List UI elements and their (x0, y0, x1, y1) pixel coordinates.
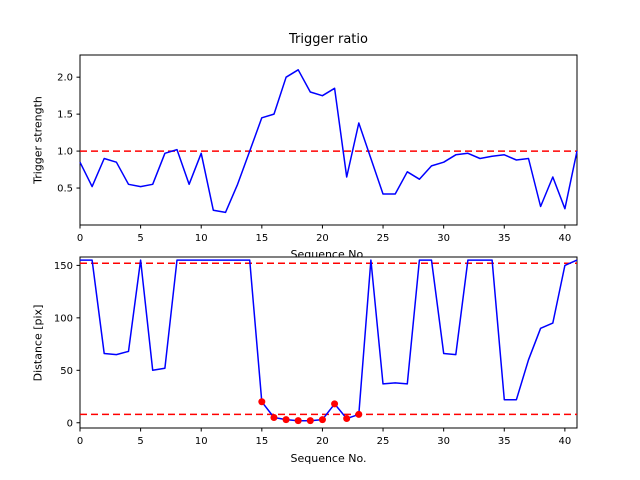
tick-labels: 0 5 10 15 20 25 30 35 40 0.5 1.0 1.5 2.0 (57, 73, 571, 244)
trigger-point (343, 415, 351, 423)
x-tick-label: 40 (559, 436, 572, 447)
trigger-point (294, 417, 302, 425)
trigger-point (282, 416, 290, 424)
axes-frame (79, 256, 578, 429)
y-tick-label: 150 (54, 261, 73, 272)
x-tick-label: 15 (255, 436, 268, 447)
x-tick-label: 5 (137, 436, 143, 447)
x-tick-label: 0 (77, 233, 83, 244)
x-tick-label: 25 (377, 233, 390, 244)
x-tick-label: 30 (437, 436, 450, 447)
x-tick-label: 15 (255, 233, 268, 244)
trigger-point (355, 410, 363, 418)
distance-line (80, 259, 578, 422)
x-tick-label: 10 (195, 233, 208, 244)
x-tick-label: 35 (498, 233, 511, 244)
trigger-ratio-plot: 0 5 10 15 20 25 30 35 40 0.5 1.0 1.5 2.0 (57, 54, 578, 244)
trigger-point (270, 414, 278, 422)
y-tick-label: 50 (60, 366, 73, 377)
x-tick-label: 25 (377, 436, 390, 447)
y-tick-label: 1.0 (57, 147, 73, 158)
tick-labels: 0 5 10 15 20 25 30 35 40 0 50 100 150 (54, 261, 571, 447)
top-xlabel: Sequence No. (290, 248, 367, 261)
y-tick-label: 0.5 (57, 184, 73, 195)
trigger-point (331, 400, 339, 408)
x-tick-label: 20 (316, 233, 329, 244)
y-tick-label: 0 (67, 418, 73, 429)
trigger-point (318, 416, 326, 424)
x-tick-label: 10 (195, 436, 208, 447)
x-tick-label: 0 (77, 436, 83, 447)
y-tick-label: 100 (54, 313, 73, 324)
chart-title: Trigger ratio (289, 32, 368, 47)
y-tick-label: 2.0 (57, 73, 73, 84)
axes-frame (79, 54, 578, 226)
x-tick-label: 40 (559, 233, 572, 244)
trigger-point (258, 398, 266, 406)
x-tick-label: 5 (137, 233, 143, 244)
x-tick-label: 30 (437, 233, 450, 244)
distance-plot: 0 5 10 15 20 25 30 35 40 0 50 100 150 (54, 256, 578, 447)
x-tick-label: 35 (498, 436, 511, 447)
bottom-xlabel: Sequence No. (290, 452, 367, 465)
x-tick-label: 20 (316, 436, 329, 447)
trigger-point (306, 417, 314, 425)
y-tick-label: 1.5 (57, 110, 73, 121)
trigger-strength-line (79, 69, 578, 214)
